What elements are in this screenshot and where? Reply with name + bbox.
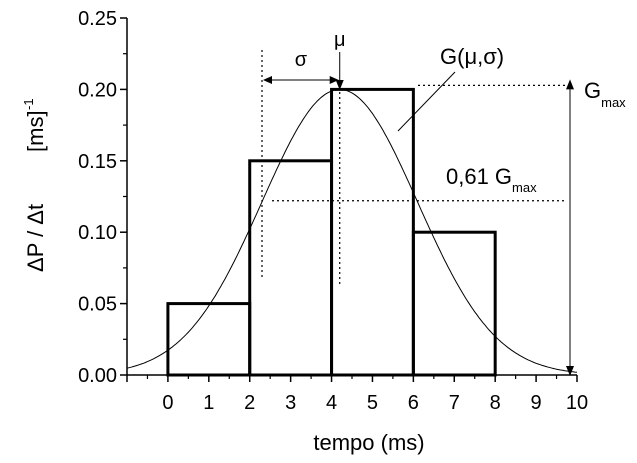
x-tick-label: 1 <box>203 392 214 414</box>
y-tick-label: 0.05 <box>78 294 117 316</box>
y-axis-label: ΔP / Δt [ms]-1 <box>21 98 48 272</box>
level-label-base: 0,61 G <box>446 164 512 189</box>
x-tick-label: 7 <box>449 392 460 414</box>
gaussian-curve-group <box>126 88 578 373</box>
sigma-arrowhead-right <box>329 76 339 84</box>
sigma-arrowhead-left <box>263 76 272 84</box>
axes: 0.00 0.05 0.10 0.15 0.20 0.25 0 1 2 3 4 5 6 7 8 9 10 <box>78 8 588 414</box>
gaussian-curve <box>126 88 578 373</box>
x-tick-label: 4 <box>326 392 337 414</box>
y-axis-label-unit: [ms] <box>23 110 48 152</box>
gmax-base: G <box>584 78 601 103</box>
x-axis-label: tempo (ms) <box>313 430 424 455</box>
y-axis-label-quantity: ΔP / Δt <box>23 204 48 272</box>
histogram-bar <box>166 302 252 377</box>
y-axis-label-exponent: -1 <box>21 98 36 110</box>
level-label-subscript: max <box>512 180 537 195</box>
x-tick-label: 10 <box>566 392 588 414</box>
gmax-subscript: max <box>601 95 626 110</box>
histogram-bar <box>411 230 497 377</box>
y-tick-label: 0.10 <box>78 222 117 244</box>
y-tick-label: 0.20 <box>78 79 117 101</box>
x-tick-label: 5 <box>367 392 378 414</box>
gmax-arrowhead-bottom <box>566 366 574 376</box>
x-tick-label: 2 <box>244 392 255 414</box>
histogram-bars <box>166 87 497 377</box>
level-label: 0,61 Gmax <box>446 164 537 195</box>
histogram-bar <box>248 159 334 377</box>
x-tick-label: 6 <box>408 392 419 414</box>
gmax-arrowhead-top <box>566 79 574 90</box>
x-tick-label: 9 <box>531 392 542 414</box>
x-tick-label: 3 <box>285 392 296 414</box>
x-tick-label: 8 <box>490 392 501 414</box>
mu-label: μ <box>334 29 346 51</box>
curve-label-pointer <box>397 71 456 132</box>
y-tick-label: 0.25 <box>78 8 117 30</box>
mu-arrowhead <box>335 80 344 90</box>
x-tick-label: 0 <box>162 392 173 414</box>
histogram-bar <box>330 87 415 377</box>
y-tick-label: 0.00 <box>78 365 117 387</box>
y-tick-label: 0.15 <box>78 151 117 173</box>
gmax-label: Gmax <box>584 78 626 110</box>
curve-label: G(μ,σ) <box>440 44 504 69</box>
sigma-label: σ <box>295 49 308 71</box>
axis-labels: tempo (ms) ΔP / Δt [ms]-1 <box>21 98 425 455</box>
